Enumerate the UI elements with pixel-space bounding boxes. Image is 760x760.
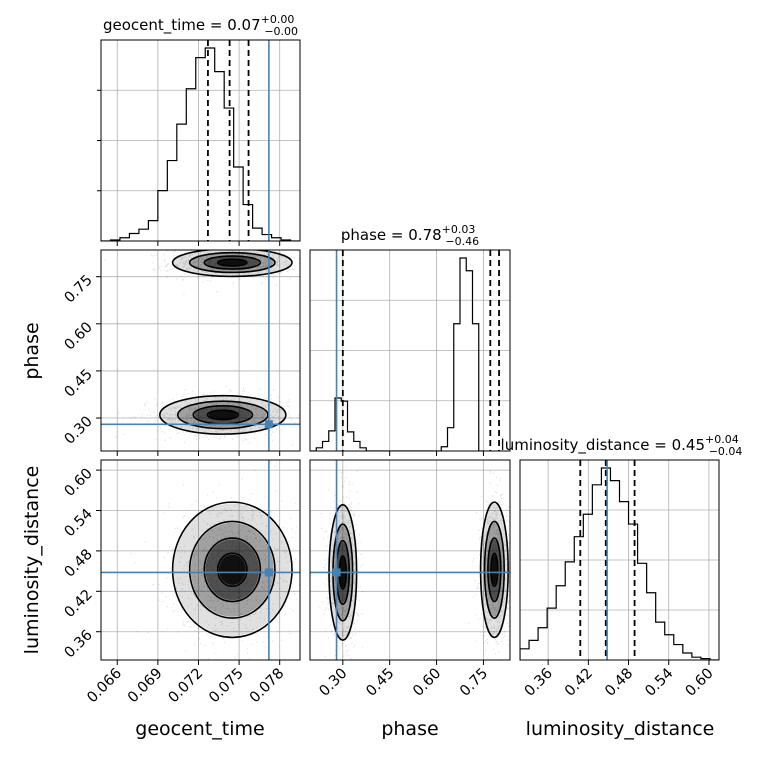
frame-0-2 bbox=[100, 459, 301, 661]
density-geocent_time-luminosity_distance-0-3 bbox=[218, 554, 246, 585]
contour-geocent_time-phase-1-0 bbox=[159, 394, 287, 435]
frame-2-hist bbox=[519, 459, 720, 661]
density-geocent_time-phase-0-3 bbox=[218, 259, 246, 266]
contour-phase-luminosity_distance-1-1 bbox=[483, 520, 506, 619]
truth-marker-geocent_time-luminosity_distance bbox=[264, 568, 273, 577]
contour-geocent_time-phase-0-1 bbox=[188, 251, 276, 274]
contour-geocent_time-phase-0-2 bbox=[203, 255, 262, 270]
panel-phase-hist: phase = 0.78+0.03 −0.46 bbox=[309, 223, 511, 456]
contour-geocent_time-phase-0-3 bbox=[216, 258, 248, 267]
contour-geocent_time-phase-0-0 bbox=[171, 250, 293, 278]
histogram-geocent_time bbox=[101, 47, 300, 241]
contour-phase-luminosity_distance-1-3 bbox=[490, 552, 499, 588]
xlabel-phase: phase bbox=[381, 718, 438, 740]
xlabel-luminosity_distance: luminosity_distance bbox=[526, 718, 715, 740]
ylabel-luminosity_distance: luminosity_distance bbox=[21, 466, 43, 655]
title-phase: phase = 0.78+0.03 −0.46 bbox=[341, 223, 479, 248]
contour-geocent_time-phase-1-1 bbox=[177, 400, 269, 430]
xlabel-geocent_time: geocent_time bbox=[135, 718, 264, 740]
title-luminosity_distance: luminosity_distance = 0.45+0.04 −0.04 bbox=[501, 433, 743, 458]
frame-1-hist bbox=[309, 249, 511, 452]
contour-geocent_time-luminosity_distance-0-0 bbox=[171, 501, 293, 639]
contour-geocent_time-luminosity_distance-0-3 bbox=[216, 552, 248, 588]
truth-marker-phase-luminosity_distance bbox=[332, 568, 341, 577]
density-geocent_time-phase-1-3 bbox=[208, 410, 237, 420]
title-geocent_time: geocent_time = 0.07+0.00 −0.00 bbox=[103, 13, 298, 38]
contour-geocent_time-phase-1-3 bbox=[206, 409, 240, 421]
ylabel-phase: phase bbox=[21, 322, 43, 379]
density-phase-luminosity_distance-1-3 bbox=[491, 554, 498, 585]
contour-geocent_time-luminosity_distance-0-1 bbox=[188, 520, 276, 619]
contour-geocent_time-luminosity_distance-0-2 bbox=[203, 537, 262, 603]
contour-phase-luminosity_distance-1-0 bbox=[479, 501, 509, 639]
histogram-phase bbox=[310, 257, 485, 451]
panel-geocent_time-hist: geocent_time = 0.07+0.00 −0.00 bbox=[97, 13, 301, 246]
histogram-luminosity_distance bbox=[520, 467, 719, 660]
contour-phase-luminosity_distance-1-2 bbox=[487, 537, 502, 603]
truth-marker-geocent_time-phase bbox=[264, 420, 273, 429]
frame-1-2 bbox=[309, 459, 511, 661]
frame-0-1 bbox=[100, 249, 301, 452]
